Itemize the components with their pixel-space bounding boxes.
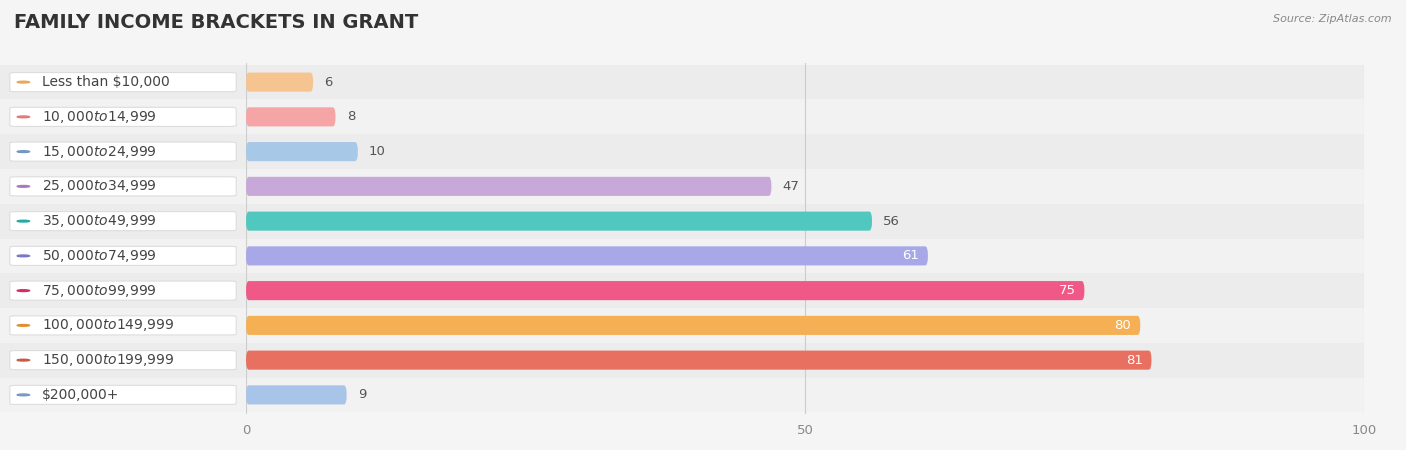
- Text: 9: 9: [357, 388, 366, 401]
- FancyBboxPatch shape: [246, 212, 872, 231]
- FancyBboxPatch shape: [246, 351, 1152, 370]
- Bar: [246, 308, 1364, 343]
- Text: $25,000 to $34,999: $25,000 to $34,999: [42, 178, 156, 194]
- Bar: [0, 273, 246, 308]
- Circle shape: [17, 290, 30, 292]
- Bar: [246, 238, 1364, 273]
- FancyBboxPatch shape: [246, 385, 347, 405]
- Bar: [246, 378, 1364, 412]
- Text: FAMILY INCOME BRACKETS IN GRANT: FAMILY INCOME BRACKETS IN GRANT: [14, 14, 419, 32]
- Text: $10,000 to $14,999: $10,000 to $14,999: [42, 109, 156, 125]
- FancyBboxPatch shape: [10, 385, 236, 405]
- FancyBboxPatch shape: [246, 72, 314, 92]
- Text: $15,000 to $24,999: $15,000 to $24,999: [42, 144, 156, 160]
- FancyBboxPatch shape: [246, 316, 1140, 335]
- Bar: [0, 204, 246, 238]
- Text: 61: 61: [903, 249, 920, 262]
- FancyBboxPatch shape: [10, 316, 236, 335]
- FancyBboxPatch shape: [246, 142, 357, 161]
- Circle shape: [17, 394, 30, 396]
- Circle shape: [17, 185, 30, 187]
- Circle shape: [17, 359, 30, 361]
- Circle shape: [17, 81, 30, 83]
- Text: $75,000 to $99,999: $75,000 to $99,999: [42, 283, 156, 299]
- Text: 47: 47: [783, 180, 800, 193]
- Circle shape: [17, 255, 30, 257]
- Bar: [246, 273, 1364, 308]
- FancyBboxPatch shape: [10, 142, 236, 161]
- Bar: [0, 308, 246, 343]
- FancyBboxPatch shape: [10, 177, 236, 196]
- FancyBboxPatch shape: [10, 281, 236, 300]
- Circle shape: [17, 151, 30, 153]
- Circle shape: [17, 220, 30, 222]
- Text: 10: 10: [368, 145, 385, 158]
- Bar: [0, 134, 246, 169]
- Bar: [0, 343, 246, 378]
- Text: $150,000 to $199,999: $150,000 to $199,999: [42, 352, 174, 368]
- Bar: [246, 134, 1364, 169]
- Text: $200,000+: $200,000+: [42, 388, 120, 402]
- FancyBboxPatch shape: [10, 351, 236, 370]
- Text: 81: 81: [1126, 354, 1143, 367]
- Bar: [0, 169, 246, 204]
- Text: 6: 6: [325, 76, 333, 89]
- Text: 75: 75: [1059, 284, 1076, 297]
- Text: 56: 56: [883, 215, 900, 228]
- Text: $50,000 to $74,999: $50,000 to $74,999: [42, 248, 156, 264]
- Bar: [246, 169, 1364, 204]
- Bar: [246, 65, 1364, 99]
- FancyBboxPatch shape: [10, 72, 236, 92]
- Bar: [0, 65, 246, 99]
- FancyBboxPatch shape: [246, 107, 336, 126]
- Text: Less than $10,000: Less than $10,000: [42, 75, 170, 89]
- FancyBboxPatch shape: [246, 281, 1084, 300]
- Text: 80: 80: [1115, 319, 1132, 332]
- Text: $100,000 to $149,999: $100,000 to $149,999: [42, 317, 174, 333]
- Bar: [0, 238, 246, 273]
- Bar: [246, 99, 1364, 134]
- Text: 8: 8: [347, 110, 356, 123]
- FancyBboxPatch shape: [246, 177, 772, 196]
- Circle shape: [17, 324, 30, 326]
- FancyBboxPatch shape: [10, 212, 236, 231]
- Bar: [246, 204, 1364, 238]
- Bar: [0, 99, 246, 134]
- FancyBboxPatch shape: [10, 246, 236, 266]
- Bar: [0, 378, 246, 412]
- Circle shape: [17, 116, 30, 118]
- FancyBboxPatch shape: [10, 107, 236, 126]
- FancyBboxPatch shape: [246, 246, 928, 266]
- Text: $35,000 to $49,999: $35,000 to $49,999: [42, 213, 156, 229]
- Bar: [246, 343, 1364, 378]
- Text: Source: ZipAtlas.com: Source: ZipAtlas.com: [1274, 14, 1392, 23]
